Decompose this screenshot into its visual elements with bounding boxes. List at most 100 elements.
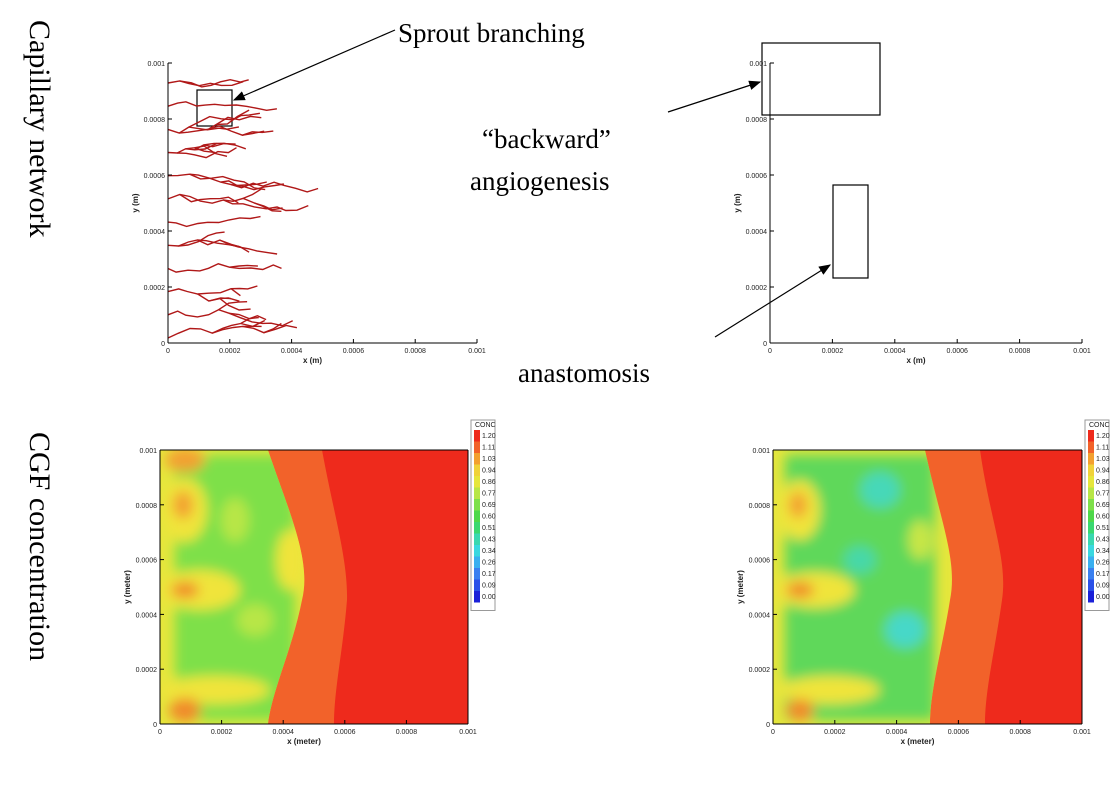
x-tick-label: 0.0008 — [396, 729, 418, 736]
legend-label: 0.43 — [1096, 537, 1110, 544]
y-tick-label: 0.0006 — [136, 558, 158, 565]
x-axis-label: x (m) — [906, 356, 925, 365]
y-tick-label: 0.001 — [139, 448, 157, 455]
legend-label: 1.03 — [1096, 456, 1110, 463]
legend-swatch — [474, 476, 480, 488]
legend-label: 0.26 — [1096, 560, 1110, 567]
y-tick-label: 0.0008 — [144, 117, 166, 124]
legend-label: 0.86 — [482, 479, 496, 486]
x-tick-label: 0.0004 — [281, 348, 303, 355]
x-tick-label: 0.0002 — [211, 729, 233, 736]
legend-label: 0.60 — [482, 514, 496, 521]
y-tick-label: 0.0002 — [136, 667, 158, 674]
capillary — [167, 142, 247, 154]
legend-swatch — [1088, 487, 1094, 499]
x-tick-label: 0.001 — [1073, 348, 1091, 355]
legend-label: 0.34 — [482, 548, 496, 555]
legend-label: 0.69 — [1096, 502, 1110, 509]
capillary — [167, 263, 282, 273]
annotation: angiogenesis — [470, 166, 609, 196]
contour-field — [160, 450, 1082, 724]
x-tick-label: 0.001 — [468, 348, 486, 355]
x-tick-label: 0.0006 — [343, 348, 365, 355]
legend-label: 0.60 — [1096, 514, 1110, 521]
legend-label: 1.20 — [1096, 433, 1110, 440]
legend-label: 0.77 — [482, 491, 496, 498]
legend-swatch — [474, 591, 480, 603]
y-tick-label: 0.0004 — [749, 612, 771, 619]
annotation: anastomosis — [518, 358, 650, 388]
legend-label: 0.17 — [1096, 571, 1110, 578]
legend-label: 0.00 — [482, 594, 496, 601]
legend-swatch — [1088, 533, 1094, 545]
y-tick-label: 0 — [161, 341, 165, 348]
annotation-shapes — [196, 29, 881, 338]
x-tick-label: 0.0008 — [404, 348, 426, 355]
legend-swatch — [474, 568, 480, 580]
legend-swatch — [1088, 453, 1094, 465]
x-tick-label: 0.001 — [459, 729, 477, 736]
capillary — [189, 173, 266, 191]
legend-swatch — [474, 545, 480, 557]
x-tick-label: 0.0006 — [946, 348, 968, 355]
capillary-network — [167, 78, 319, 339]
capillary — [178, 231, 225, 247]
legend-label: 0.51 — [482, 525, 496, 532]
x-tick-label: 0.0006 — [334, 729, 356, 736]
capillary — [178, 115, 262, 134]
legend-label: 0.17 — [482, 571, 496, 578]
y-axis-label: y (meter) — [123, 570, 132, 604]
y-tick-label: 0.0004 — [136, 612, 158, 619]
y-tick-label: 0.001 — [749, 61, 767, 68]
capillary — [167, 239, 278, 255]
legend-swatch — [1088, 522, 1094, 534]
x-tick-label: 0.0008 — [1009, 729, 1031, 736]
legend-label: 0.26 — [482, 560, 496, 567]
legend-swatch — [474, 522, 480, 534]
x-tick-label: 0 — [166, 348, 170, 355]
x-axis-label: x (meter) — [901, 737, 935, 746]
capillary — [194, 142, 218, 151]
legend-swatch — [474, 464, 480, 476]
capillary — [179, 193, 239, 204]
x-tick-label: 0.001 — [1073, 729, 1091, 736]
capillary — [212, 314, 267, 334]
legend-swatch — [1088, 464, 1094, 476]
legend-swatch — [474, 533, 480, 545]
y-tick-label: 0.001 — [147, 61, 165, 68]
legend-swatch — [1088, 591, 1094, 603]
row-label: Capillary network — [23, 20, 56, 237]
capillary — [231, 183, 285, 191]
legend-label: 1.11 — [482, 445, 495, 452]
annotation: Sprout branching — [398, 18, 585, 48]
capillary — [207, 126, 240, 131]
capillary — [167, 324, 298, 339]
capillary — [188, 112, 261, 128]
y-tick-label: 0 — [763, 341, 767, 348]
legend-label: 0.00 — [1096, 594, 1110, 601]
legend-swatch — [1088, 510, 1094, 522]
x-tick-label: 0.0002 — [219, 348, 241, 355]
row-label: CGF concentration — [23, 432, 56, 661]
y-tick-label: 0.0008 — [749, 503, 771, 510]
y-axis-label: y (m) — [131, 193, 140, 212]
legend-label: 1.11 — [1096, 445, 1109, 452]
y-axis-label: y (m) — [733, 193, 742, 212]
legend-swatch — [1088, 579, 1094, 591]
y-tick-label: 0.0002 — [749, 667, 771, 674]
legend-swatch — [474, 441, 480, 453]
y-tick-label: 0.0002 — [144, 285, 166, 292]
legend-swatch — [474, 430, 480, 442]
x-tick-label: 0 — [768, 348, 772, 355]
legend-label: 0.69 — [482, 502, 496, 509]
x-axis-label: x (meter) — [287, 737, 321, 746]
legend-label: 1.20 — [482, 433, 496, 440]
capillary — [185, 145, 228, 157]
y-axis-label: y (meter) — [736, 570, 745, 604]
y-tick-label: 0.0006 — [144, 173, 166, 180]
x-axis-label: x (m) — [303, 356, 322, 365]
legend-swatch — [474, 499, 480, 511]
legend-title: CONC — [1089, 422, 1110, 429]
legend-label: 0.86 — [1096, 479, 1110, 486]
